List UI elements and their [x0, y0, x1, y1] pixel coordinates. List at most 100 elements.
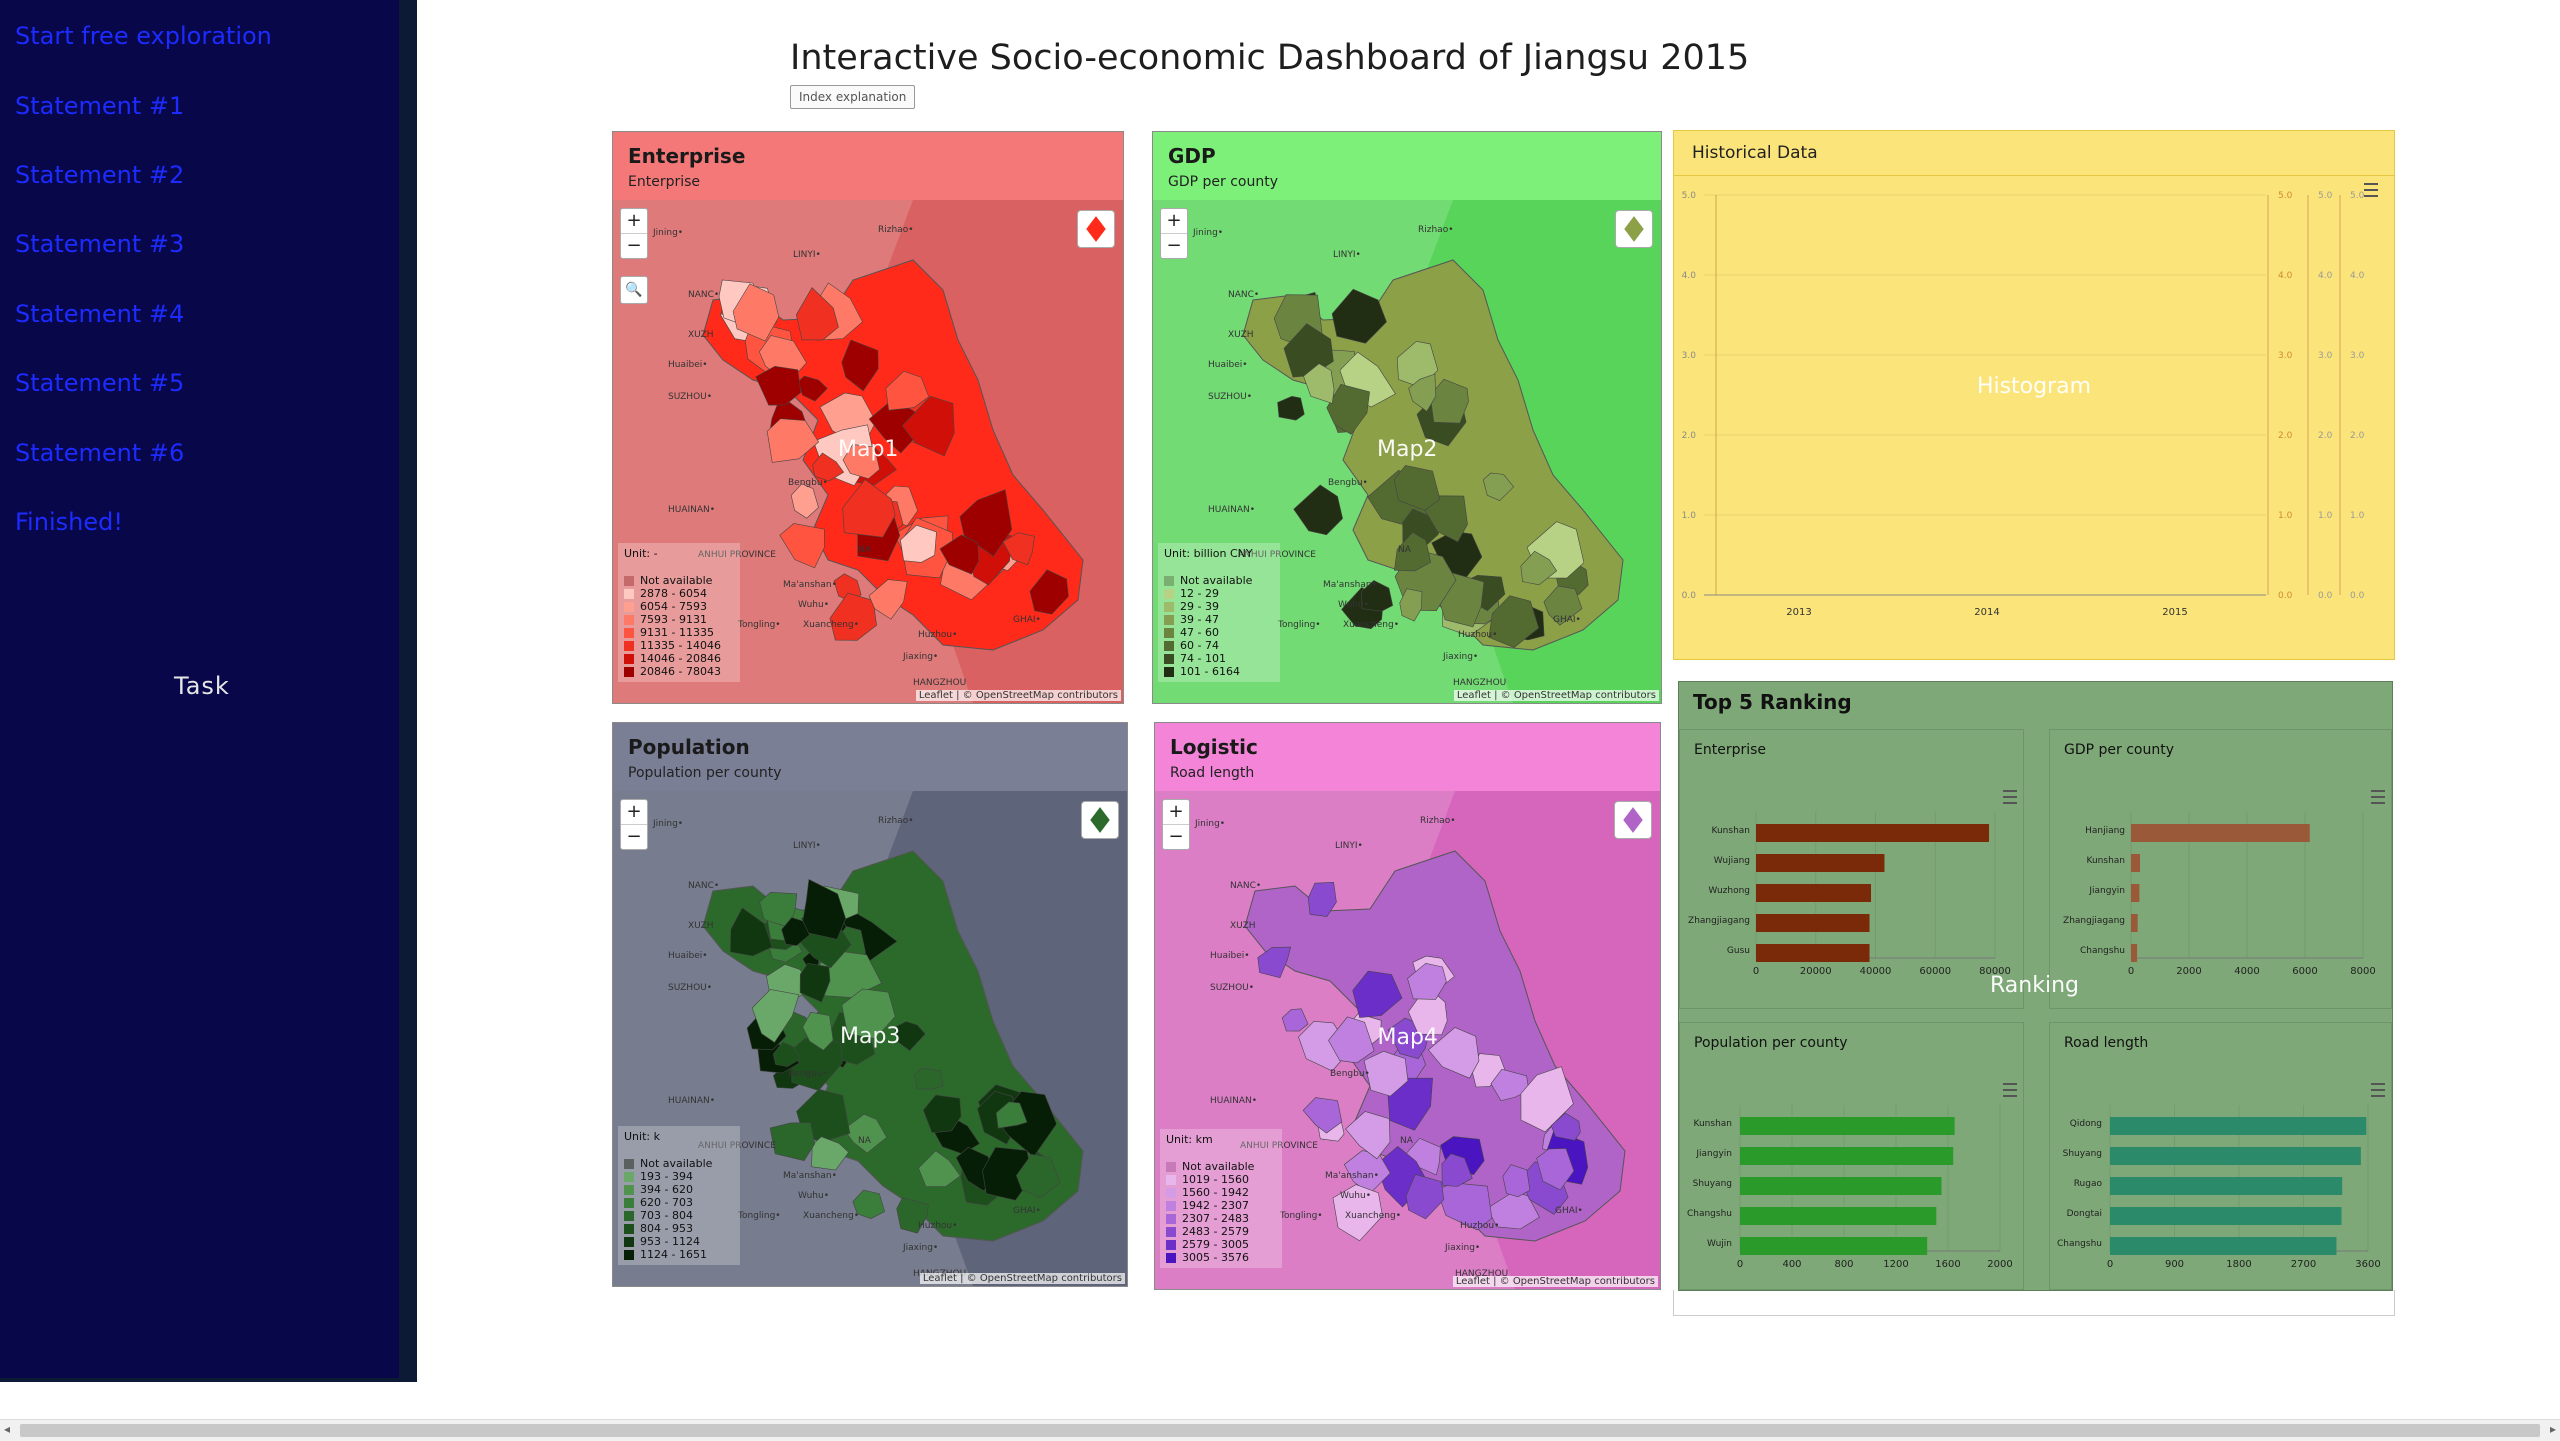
zoom-out-button[interactable]: −: [1163, 824, 1189, 849]
layers-icon[interactable]: [1614, 801, 1652, 839]
county-shape[interactable]: [939, 534, 979, 575]
county-shape[interactable]: [1360, 580, 1394, 612]
county-shape[interactable]: [1408, 373, 1437, 412]
index-explanation-button[interactable]: Index explanation: [790, 85, 916, 109]
layers-icon[interactable]: [1081, 801, 1119, 839]
county-shape[interactable]: [800, 878, 847, 940]
county-shape[interactable]: [841, 988, 896, 1040]
bar[interactable]: [2110, 1237, 2337, 1255]
county-shape[interactable]: [1490, 1068, 1530, 1102]
zoom-in-button[interactable]: +: [1166, 210, 1182, 231]
map-attribution[interactable]: Leaflet | © OpenStreetMap contributors: [1453, 690, 1659, 701]
county-shape[interactable]: [1482, 472, 1515, 502]
county-shape[interactable]: [900, 524, 937, 563]
bar[interactable]: [2131, 854, 2140, 872]
bar[interactable]: [1756, 824, 1990, 842]
county-shape[interactable]: [841, 339, 879, 392]
map-attribution[interactable]: Leaflet | © OpenStreetMap contributors: [915, 690, 1121, 701]
county-shape[interactable]: [812, 452, 845, 482]
county-shape[interactable]: [1326, 383, 1370, 435]
county-shape[interactable]: [868, 398, 926, 454]
bar[interactable]: [2110, 1177, 2343, 1195]
bar[interactable]: [2131, 884, 2140, 902]
county-shape[interactable]: [1520, 550, 1558, 586]
county-shape[interactable]: [1302, 1097, 1343, 1134]
county-shape[interactable]: [896, 1197, 929, 1234]
map-area[interactable]: Jining• Rizhao• LINYI• XUZH Huaibei• SUZHOU• B…: [613, 200, 1123, 703]
map-area[interactable]: Jining• Rizhao• LINYI• XUZH Huaibei• SUZHOU• B…: [613, 791, 1127, 1286]
county-shape[interactable]: [772, 1041, 802, 1067]
bar[interactable]: [1756, 944, 1870, 962]
zoom-out-button[interactable]: −: [621, 824, 647, 849]
layers-icon[interactable]: [1615, 210, 1653, 248]
bar[interactable]: [1756, 854, 1885, 872]
chart-menu-icon[interactable]: [2003, 1083, 2017, 1097]
county-shape[interactable]: [1303, 363, 1335, 404]
county-shape[interactable]: [842, 479, 896, 538]
county-shape[interactable]: [1488, 595, 1540, 648]
bar[interactable]: [1756, 914, 1870, 932]
horizontal-scrollbar[interactable]: ◂ ▸: [0, 1419, 2560, 1441]
county-shape[interactable]: [781, 917, 810, 947]
county-shape[interactable]: [1293, 484, 1343, 536]
county-shape[interactable]: [995, 1101, 1028, 1129]
county-shape[interactable]: [729, 907, 773, 957]
county-shape[interactable]: [1331, 288, 1387, 344]
map-area[interactable]: Jining• Rizhao• LINYI• XUZH Huaibei• SUZHOU• B…: [1153, 200, 1661, 703]
county-shape[interactable]: [1345, 1111, 1391, 1160]
county-shape[interactable]: [1536, 1148, 1575, 1191]
county-shape[interactable]: [922, 1094, 962, 1134]
map-area[interactable]: Jining• Rizhao• LINYI• XUZH Huaibei• SUZHOU• B…: [1155, 791, 1660, 1289]
nav-start-free-exploration[interactable]: Start free exploration: [15, 22, 272, 50]
county-shape[interactable]: [1332, 1184, 1383, 1242]
county-shape[interactable]: [751, 989, 800, 1043]
county-shape[interactable]: [1520, 1066, 1574, 1133]
bar[interactable]: [2131, 824, 2310, 842]
county-shape[interactable]: [959, 489, 1013, 557]
county-shape[interactable]: [790, 483, 819, 519]
map-attribution[interactable]: Leaflet | © OpenStreetMap contributors: [919, 1273, 1125, 1284]
scroll-right-icon[interactable]: ▸: [2549, 1422, 2556, 1436]
county-shape[interactable]: [852, 1189, 885, 1220]
zoom-out-button[interactable]: −: [1161, 233, 1187, 258]
bar[interactable]: [1740, 1117, 1955, 1135]
zoom-in-button[interactable]: +: [626, 210, 642, 231]
county-shape[interactable]: [885, 370, 930, 411]
county-shape[interactable]: [779, 523, 825, 569]
zoom-in-button[interactable]: +: [1168, 801, 1184, 822]
nav-statement-1[interactable]: Statement #1: [15, 92, 185, 120]
county-shape[interactable]: [1394, 531, 1432, 572]
county-shape[interactable]: [842, 444, 880, 480]
county-shape[interactable]: [732, 283, 780, 342]
county-shape[interactable]: [795, 287, 839, 341]
zoom-out-button[interactable]: −: [621, 233, 647, 258]
county-shape[interactable]: [1257, 946, 1292, 979]
county-shape[interactable]: [1399, 588, 1423, 622]
county-shape[interactable]: [799, 963, 831, 1003]
nav-statement-4[interactable]: Statement #4: [15, 300, 185, 328]
bar[interactable]: [1740, 1207, 1937, 1225]
bar[interactable]: [1740, 1237, 1928, 1255]
county-shape[interactable]: [894, 1021, 926, 1052]
county-shape[interactable]: [1307, 881, 1337, 917]
county-shape[interactable]: [1427, 1027, 1480, 1079]
county-shape[interactable]: [913, 1067, 944, 1090]
county-shape[interactable]: [802, 1011, 834, 1051]
county-shape[interactable]: [1550, 1112, 1581, 1141]
bar[interactable]: [2131, 944, 2138, 962]
county-shape[interactable]: [901, 396, 955, 457]
scroll-left-icon[interactable]: ◂: [4, 1422, 11, 1436]
chart-menu-icon[interactable]: [2003, 790, 2017, 804]
bar[interactable]: [1756, 884, 1872, 902]
layers-icon[interactable]: [1077, 210, 1115, 248]
nav-statement-3[interactable]: Statement #3: [15, 230, 185, 258]
zoom-in-button[interactable]: +: [626, 801, 642, 822]
county-shape[interactable]: [1502, 1164, 1531, 1198]
county-shape[interactable]: [918, 1150, 961, 1187]
county-shape[interactable]: [766, 418, 819, 463]
nav-finished[interactable]: Finished!: [15, 508, 123, 536]
county-shape[interactable]: [1363, 1050, 1409, 1097]
county-shape[interactable]: [755, 365, 802, 406]
county-shape[interactable]: [982, 1146, 1033, 1201]
county-shape[interactable]: [1407, 962, 1447, 1000]
